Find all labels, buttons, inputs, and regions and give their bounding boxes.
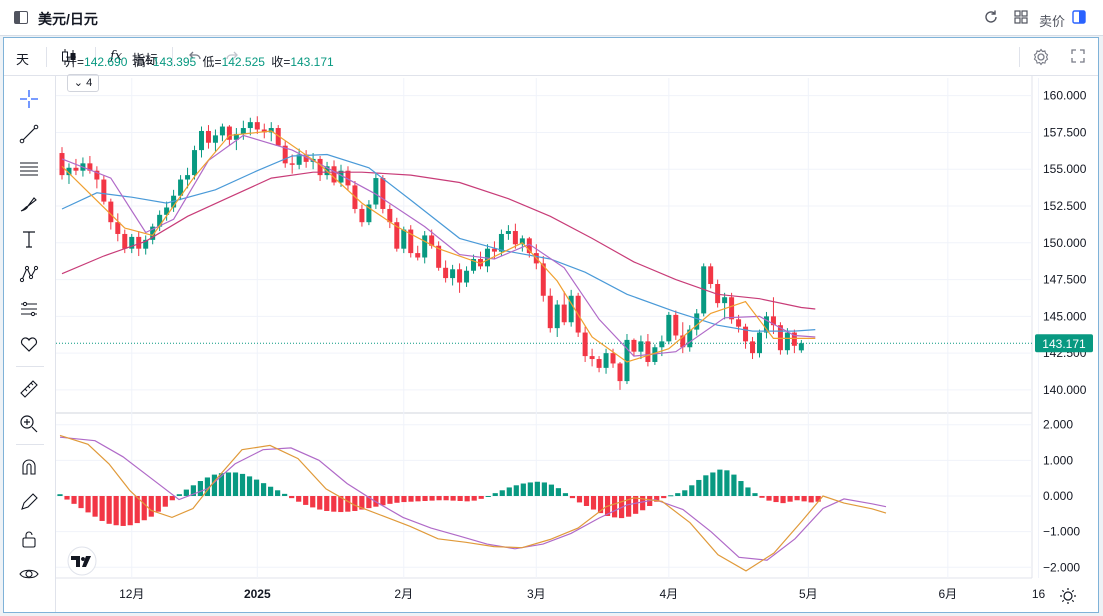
text-icon[interactable] <box>18 228 40 250</box>
eye-icon[interactable] <box>18 563 40 585</box>
ruler-icon[interactable] <box>18 378 40 400</box>
pencil-lock-icon[interactable] <box>18 491 40 513</box>
grid-icon[interactable] <box>1013 9 1029 28</box>
zoom-in-icon[interactable] <box>18 413 40 435</box>
chart-frame: 天 ƒx 指标 <box>3 37 1099 613</box>
candles-icon[interactable] <box>60 48 78 69</box>
high-value: 143.395 <box>152 55 197 69</box>
sell-price-toggle[interactable]: 卖价 <box>1039 14 1066 29</box>
chevron-down-icon: ⌄ <box>73 77 84 89</box>
symbol-title: 美元/日元 <box>38 11 98 27</box>
ohlc-legend: 开=142.690 高=143.395 低=142.525 收=143.171 <box>65 55 334 69</box>
magnet-icon[interactable] <box>18 456 40 478</box>
measure-range-icon[interactable] <box>18 298 40 320</box>
low-label: 低 <box>202 55 215 69</box>
drawing-toolbar <box>4 76 56 612</box>
redo-icon[interactable] <box>224 48 240 67</box>
interval-button[interactable]: 天 <box>16 52 30 67</box>
pattern-icon[interactable] <box>18 263 40 285</box>
lock-icon[interactable] <box>18 528 40 550</box>
brush-icon[interactable] <box>18 193 40 215</box>
close-label: 收 <box>271 55 284 69</box>
panel-toggle-icon[interactable] <box>1071 9 1087 28</box>
indicator-count: 4 <box>86 77 93 89</box>
close-value: 143.171 <box>290 55 334 69</box>
indicators-button[interactable]: 指标 <box>132 52 159 67</box>
heart-icon[interactable] <box>18 333 40 355</box>
indicator-fx-icon[interactable]: ƒx <box>110 49 123 64</box>
window-titlebar: 美元/日元 卖价 <box>0 0 1103 36</box>
high-label: 高 <box>133 55 146 69</box>
crosshair-icon[interactable] <box>18 88 40 110</box>
refresh-icon[interactable] <box>983 9 999 28</box>
settings-icon[interactable] <box>1032 48 1050 69</box>
undo-icon[interactable] <box>187 48 203 67</box>
fib-retracement-icon[interactable] <box>18 158 40 180</box>
open-value: 142.690 <box>84 55 128 69</box>
trend-line-icon[interactable] <box>18 123 40 145</box>
low-value: 142.525 <box>221 55 265 69</box>
open-label: 开 <box>65 55 78 69</box>
chart-toolbar: 天 ƒx 指标 <box>4 38 1098 76</box>
window-panel-icon[interactable] <box>14 11 28 24</box>
indicator-collapse-button[interactable]: ⌄ 4 <box>67 74 99 92</box>
fullscreen-icon[interactable] <box>1070 48 1086 67</box>
